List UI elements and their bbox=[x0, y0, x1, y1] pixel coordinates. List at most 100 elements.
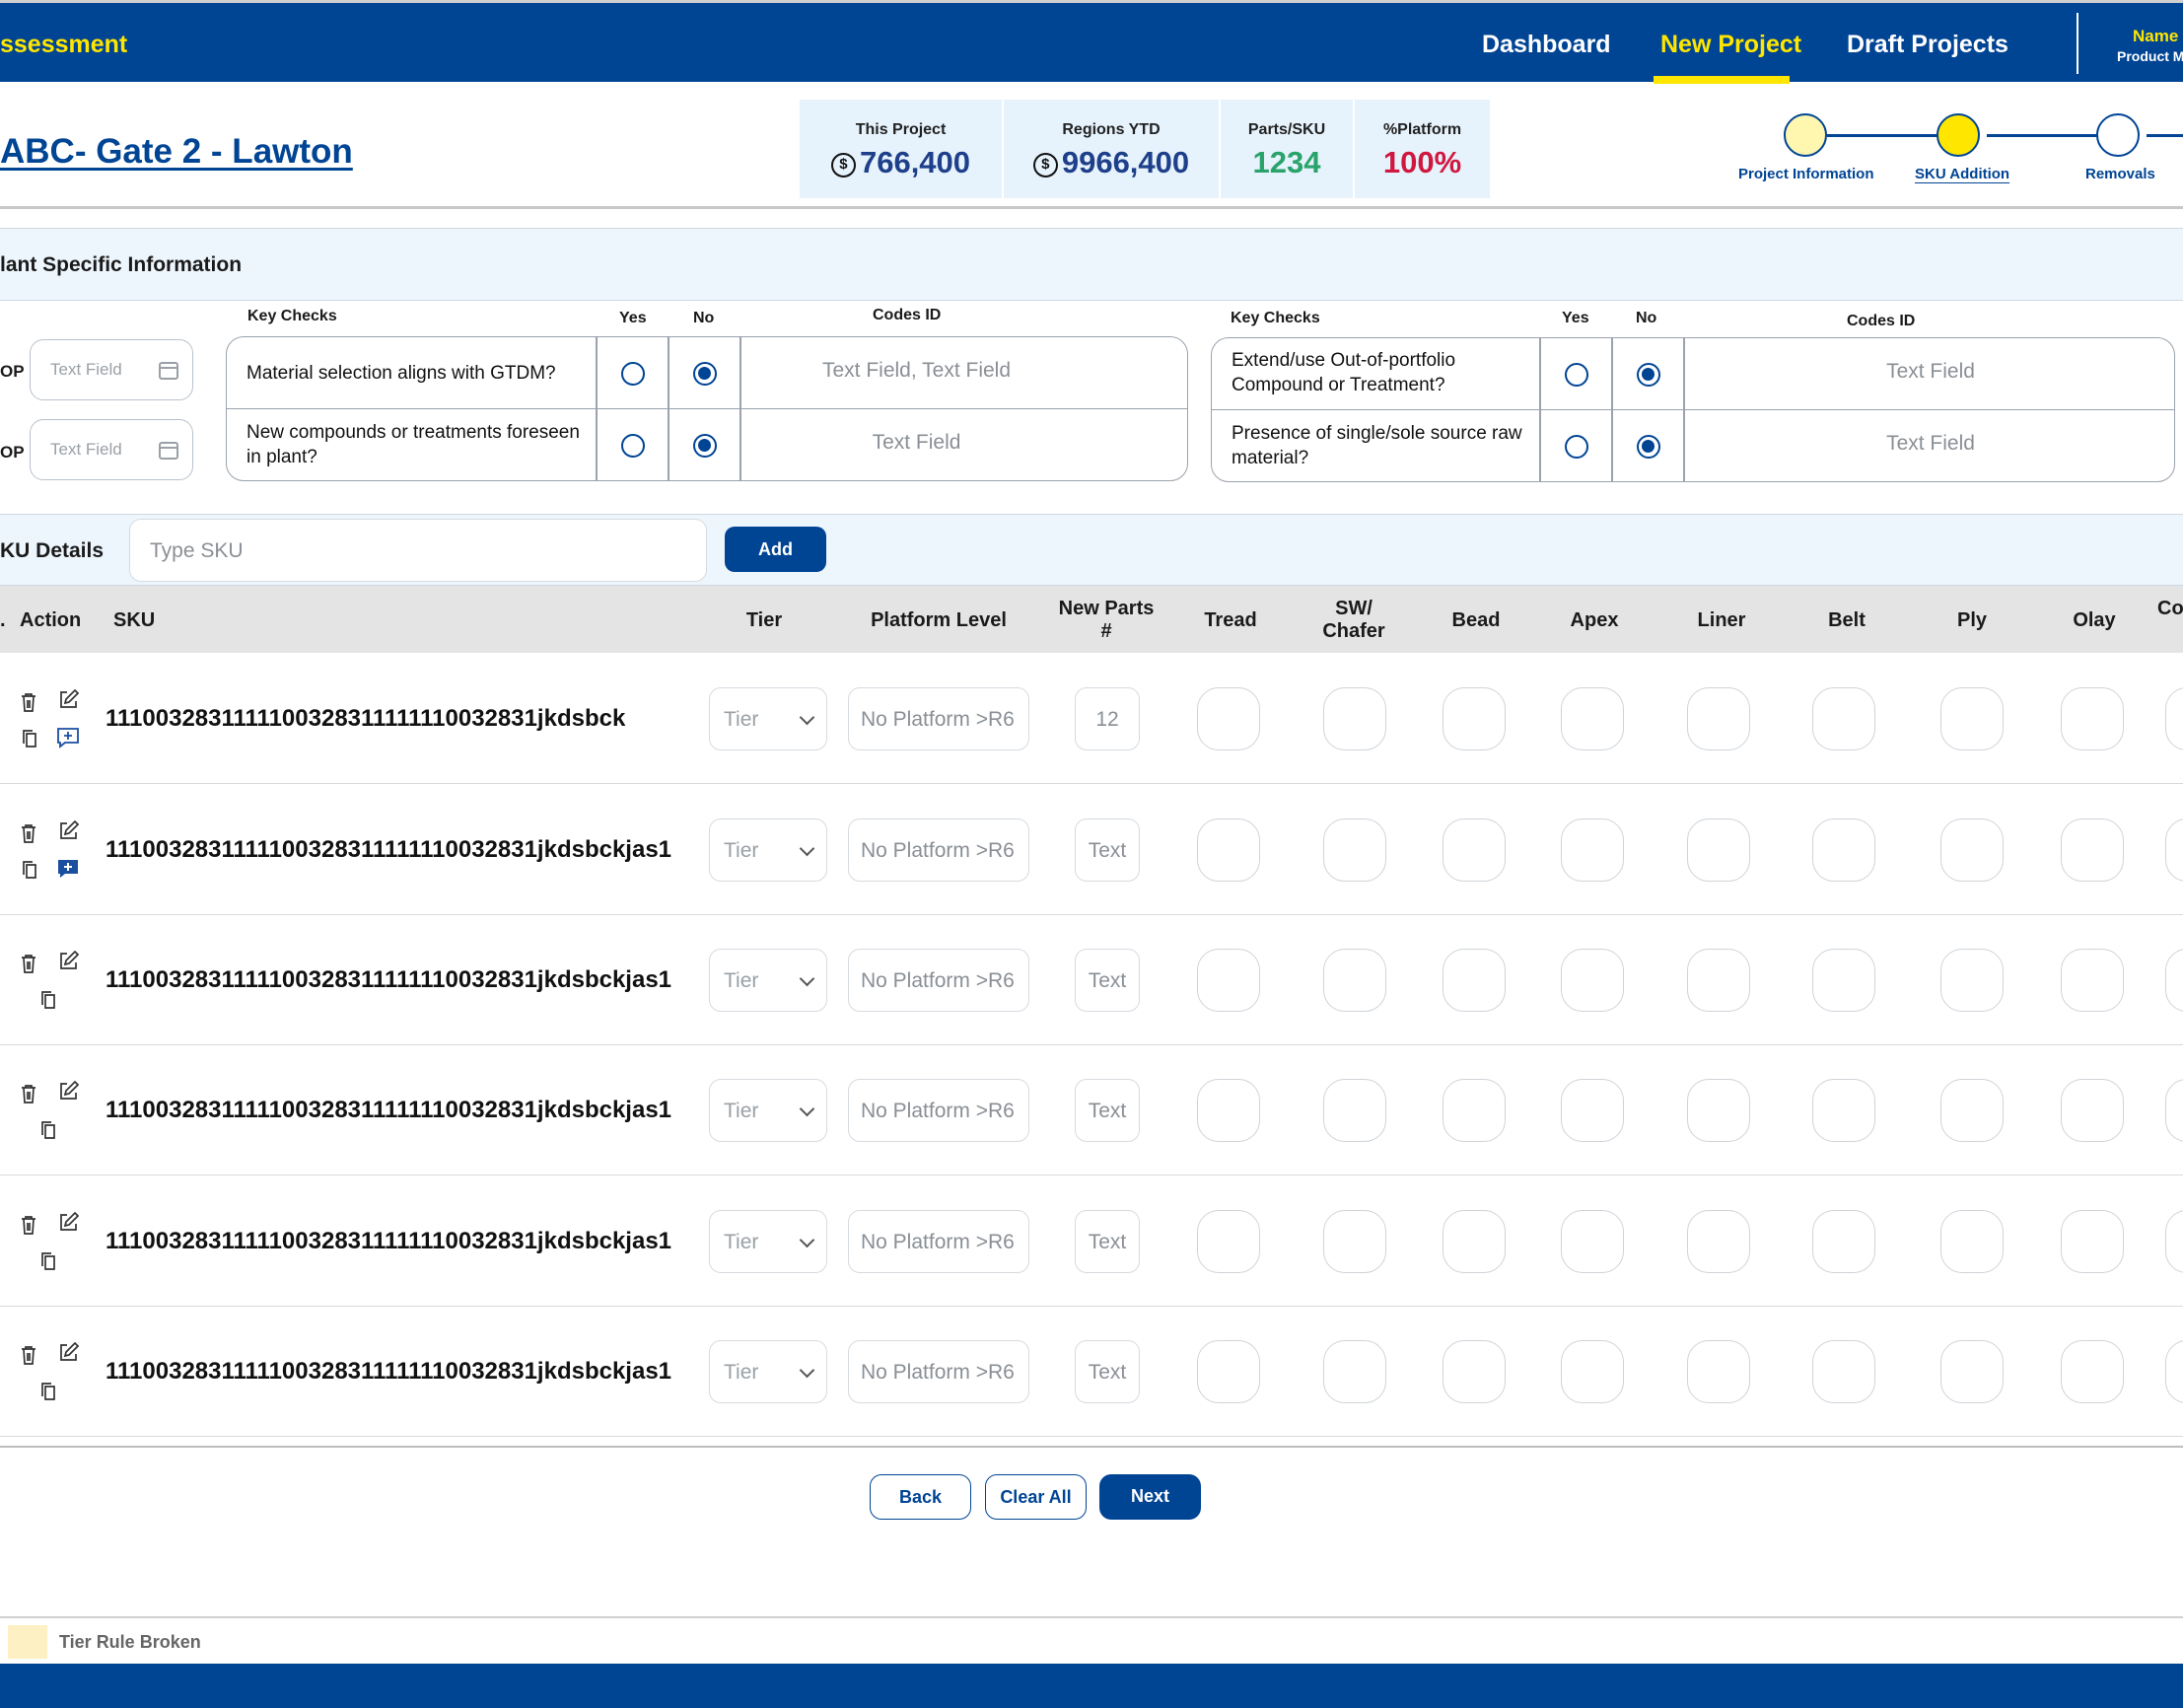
tread-input[interactable] bbox=[1197, 949, 1260, 1012]
liner-input[interactable] bbox=[1687, 687, 1750, 750]
codes-field[interactable]: Text Field, Text Field bbox=[821, 359, 1012, 382]
nav-dashboard[interactable]: Dashboard bbox=[1482, 31, 1611, 58]
olay-input[interactable] bbox=[2061, 949, 2124, 1012]
tier-select[interactable]: Tier bbox=[709, 818, 827, 882]
nav-new-project[interactable]: New Project bbox=[1660, 31, 1802, 58]
sw-chafer-input[interactable] bbox=[1323, 818, 1386, 882]
belt-input[interactable] bbox=[1812, 687, 1875, 750]
copy-icon[interactable] bbox=[19, 859, 40, 881]
edit-icon[interactable] bbox=[57, 688, 80, 711]
copy-icon[interactable] bbox=[19, 728, 40, 749]
olay-input[interactable] bbox=[2061, 1079, 2124, 1142]
ply-input[interactable] bbox=[1940, 818, 2004, 882]
bead-input[interactable] bbox=[1443, 1079, 1506, 1142]
nav-draft-projects[interactable]: Draft Projects bbox=[1847, 31, 2008, 58]
sku-input[interactable]: Type SKU bbox=[129, 519, 707, 582]
codes-field[interactable]: Text Field bbox=[1886, 360, 1975, 383]
co-input[interactable] bbox=[2165, 687, 2183, 750]
add-comment-icon[interactable] bbox=[56, 727, 80, 748]
bead-input[interactable] bbox=[1443, 949, 1506, 1012]
ply-input[interactable] bbox=[1940, 1340, 2004, 1403]
no-radio[interactable] bbox=[1637, 435, 1660, 459]
tread-input[interactable] bbox=[1197, 1079, 1260, 1142]
platform-level-field[interactable]: No Platform >R6 bbox=[848, 949, 1029, 1012]
yes-radio[interactable] bbox=[1565, 435, 1588, 459]
platform-level-field[interactable]: No Platform >R6 bbox=[848, 1210, 1029, 1273]
date-field[interactable]: Text Field bbox=[30, 419, 193, 480]
apex-input[interactable] bbox=[1561, 1340, 1624, 1403]
edit-icon[interactable] bbox=[57, 1341, 80, 1364]
copy-icon[interactable] bbox=[37, 989, 59, 1011]
tread-input[interactable] bbox=[1197, 1340, 1260, 1403]
new-parts-field[interactable]: Text bbox=[1075, 1210, 1140, 1273]
tier-select[interactable]: Tier bbox=[709, 949, 827, 1012]
bead-input[interactable] bbox=[1443, 1210, 1506, 1273]
sw-chafer-input[interactable] bbox=[1323, 949, 1386, 1012]
codes-field[interactable]: Text Field bbox=[872, 431, 961, 454]
back-button[interactable]: Back bbox=[870, 1474, 971, 1520]
tread-input[interactable] bbox=[1197, 818, 1260, 882]
apex-input[interactable] bbox=[1561, 687, 1624, 750]
delete-icon[interactable] bbox=[19, 1214, 38, 1236]
step-project-information-label[interactable]: Project Information bbox=[1738, 166, 1874, 182]
user-name[interactable]: Name I bbox=[2133, 27, 2183, 45]
liner-input[interactable] bbox=[1687, 1340, 1750, 1403]
platform-level-field[interactable]: No Platform >R6 bbox=[848, 687, 1029, 750]
co-input[interactable] bbox=[2165, 1079, 2183, 1142]
page-title[interactable]: ABC- Gate 2 - Lawton bbox=[0, 132, 353, 171]
olay-input[interactable] bbox=[2061, 687, 2124, 750]
codes-field[interactable]: Text Field bbox=[1886, 432, 1975, 455]
calendar-icon[interactable] bbox=[159, 362, 178, 380]
sw-chafer-input[interactable] bbox=[1323, 1210, 1386, 1273]
tier-select[interactable]: Tier bbox=[709, 1079, 827, 1142]
step-project-information-dot[interactable] bbox=[1784, 113, 1827, 157]
olay-input[interactable] bbox=[2061, 818, 2124, 882]
apex-input[interactable] bbox=[1561, 818, 1624, 882]
co-input[interactable] bbox=[2165, 1210, 2183, 1273]
clear-all-button[interactable]: Clear All bbox=[985, 1474, 1087, 1520]
edit-icon[interactable] bbox=[57, 950, 80, 972]
step-sku-addition-label[interactable]: SKU Addition bbox=[1915, 166, 2010, 182]
next-button[interactable]: Next bbox=[1099, 1474, 1201, 1520]
olay-input[interactable] bbox=[2061, 1210, 2124, 1273]
date-field[interactable]: Text Field bbox=[30, 339, 193, 400]
ply-input[interactable] bbox=[1940, 949, 2004, 1012]
step-removals-dot[interactable] bbox=[2096, 113, 2140, 157]
new-parts-field[interactable]: Text bbox=[1075, 1079, 1140, 1142]
sw-chafer-input[interactable] bbox=[1323, 1340, 1386, 1403]
copy-icon[interactable] bbox=[37, 1381, 59, 1402]
belt-input[interactable] bbox=[1812, 818, 1875, 882]
liner-input[interactable] bbox=[1687, 1079, 1750, 1142]
delete-icon[interactable] bbox=[19, 953, 38, 974]
no-radio[interactable] bbox=[693, 434, 717, 458]
step-sku-addition-dot[interactable] bbox=[1937, 113, 1980, 157]
apex-input[interactable] bbox=[1561, 949, 1624, 1012]
co-input[interactable] bbox=[2165, 949, 2183, 1012]
tread-input[interactable] bbox=[1197, 687, 1260, 750]
ply-input[interactable] bbox=[1940, 1079, 2004, 1142]
bead-input[interactable] bbox=[1443, 687, 1506, 750]
edit-icon[interactable] bbox=[57, 1211, 80, 1234]
tier-select[interactable]: Tier bbox=[709, 1340, 827, 1403]
olay-input[interactable] bbox=[2061, 1340, 2124, 1403]
belt-input[interactable] bbox=[1812, 1340, 1875, 1403]
copy-icon[interactable] bbox=[37, 1250, 59, 1272]
liner-input[interactable] bbox=[1687, 818, 1750, 882]
bead-input[interactable] bbox=[1443, 818, 1506, 882]
delete-icon[interactable] bbox=[19, 822, 38, 844]
co-input[interactable] bbox=[2165, 1340, 2183, 1403]
co-input[interactable] bbox=[2165, 818, 2183, 882]
copy-icon[interactable] bbox=[37, 1119, 59, 1141]
no-radio[interactable] bbox=[1637, 363, 1660, 387]
apex-input[interactable] bbox=[1561, 1079, 1624, 1142]
bead-input[interactable] bbox=[1443, 1340, 1506, 1403]
tier-select[interactable]: Tier bbox=[709, 687, 827, 750]
liner-input[interactable] bbox=[1687, 1210, 1750, 1273]
platform-level-field[interactable]: No Platform >R6 bbox=[848, 818, 1029, 882]
edit-icon[interactable] bbox=[57, 819, 80, 842]
edit-icon[interactable] bbox=[57, 1080, 80, 1103]
sw-chafer-input[interactable] bbox=[1323, 687, 1386, 750]
platform-level-field[interactable]: No Platform >R6 bbox=[848, 1079, 1029, 1142]
tier-select[interactable]: Tier bbox=[709, 1210, 827, 1273]
yes-radio[interactable] bbox=[621, 434, 645, 458]
